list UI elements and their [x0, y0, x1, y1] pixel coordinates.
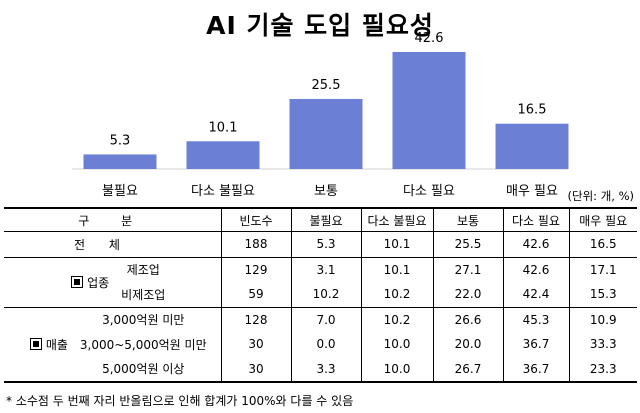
- bar-chart: 5.3 불필요 10.1 다소 불필요 25.5 보통 42.6 다소 필요 16.5 매우 필요: [72, 31, 569, 199]
- category-label-0: 불필요: [102, 184, 138, 199]
- table-cell: 10.0: [360, 356, 433, 383]
- table-row: 매출 3,000~5,000억원 미만 30 0.0 10.0 20.0 36.7…: [4, 332, 637, 357]
- group-label-industry: 업종: [59, 274, 121, 291]
- header-frequency: 빈도수: [220, 208, 291, 232]
- table-cell: 42.4: [502, 282, 569, 307]
- table-cell: 15.3: [568, 282, 637, 307]
- table-cell: 10.2: [360, 306, 433, 332]
- table-row: 제조업 129 3.1 10.1 27.1 42.6 17.1: [4, 256, 637, 282]
- table-cell: 36.7: [502, 332, 569, 357]
- table-row: 3,000억원 미만 128 7.0 10.2 26.6 45.3 10.9: [4, 306, 637, 332]
- category-label-1: 다소 불필요: [191, 184, 255, 199]
- header-neutral: 보통: [432, 208, 503, 232]
- table-cell: 30: [220, 332, 291, 357]
- table-row-total: 전 체 188 5.3 10.1 25.5 42.6 16.5: [4, 231, 637, 257]
- table-cell: 10.2: [360, 282, 433, 307]
- table-cell: 3.1: [290, 256, 361, 282]
- bar-4: [495, 123, 569, 169]
- table-cell: 5.3: [290, 231, 361, 257]
- row-label: 제조업: [4, 256, 221, 282]
- table-cell: 20.0: [432, 332, 503, 357]
- category-label-3: 다소 필요: [403, 184, 455, 199]
- data-label-1: 10.1: [209, 120, 238, 135]
- table-cell: 10.0: [360, 332, 433, 357]
- table-cell: 27.1: [432, 256, 503, 282]
- table-cell: 25.5: [432, 231, 503, 257]
- chart-title: AI 기술 도입 필요성: [206, 11, 434, 40]
- bar-2: [289, 98, 363, 169]
- header-unnecessary: 불필요: [290, 208, 361, 232]
- table-cell: 42.6: [502, 231, 569, 257]
- table-cell: 16.5: [568, 231, 637, 257]
- table-cell: 26.7: [432, 356, 503, 383]
- category-label-2: 보통: [314, 184, 338, 199]
- table-cell: 17.1: [568, 256, 637, 282]
- table-cell: 129: [220, 256, 291, 282]
- bar-0: [83, 154, 157, 169]
- row-label: 업종비제조업: [4, 275, 221, 307]
- table-cell: 10.9: [568, 306, 637, 332]
- row-label: 3,000억원 미만: [4, 306, 221, 332]
- data-label-0: 5.3: [110, 133, 131, 148]
- header-somewhat-necessary: 다소 필요: [502, 208, 569, 232]
- bar-1: [186, 141, 260, 169]
- table-cell: 3.3: [290, 356, 361, 383]
- square-bullet-icon: [71, 275, 84, 288]
- table-cell: 22.0: [432, 282, 503, 307]
- bar-3: [392, 52, 466, 169]
- table-cell: 7.0: [290, 306, 361, 332]
- table-cell: 10.1: [360, 256, 433, 282]
- unit-note: (단위: 개, %): [567, 189, 634, 203]
- table-cell: 59: [220, 282, 291, 307]
- table-row: 5,000억원 이상 30 3.3 10.0 26.7 36.7 23.3: [4, 356, 637, 383]
- table-cell: 128: [220, 306, 291, 332]
- square-bullet-icon: [29, 337, 42, 350]
- category-label-4: 매우 필요: [506, 184, 558, 199]
- table-cell: 23.3: [568, 356, 637, 383]
- row-label: 전 체: [74, 237, 130, 252]
- table-cell: 36.7: [502, 356, 569, 383]
- table-cell: 42.6: [502, 256, 569, 282]
- table-cell: 10.1: [360, 231, 433, 257]
- data-table: 구 분 빈도수 불필요 다소 불필요 보통 다소 필요 매우 필요 전 체 18…: [4, 207, 637, 383]
- data-label-2: 25.5: [312, 78, 341, 93]
- data-label-4: 16.5: [518, 103, 547, 118]
- footnote: * 소수점 두 번째 자리 반올림으로 인해 합계가 100%와 다를 수 있음: [6, 394, 354, 408]
- table-row: 업종비제조업 59 10.2 10.2 22.0 42.4 15.3: [4, 275, 637, 307]
- header-category: 구 분: [4, 208, 221, 232]
- table-cell: 188: [220, 231, 291, 257]
- table-cell: 33.3: [568, 332, 637, 357]
- table-cell: 0.0: [290, 332, 361, 357]
- header-somewhat-unnecessary: 다소 불필요: [360, 208, 433, 232]
- group-label-sales: 매출: [18, 336, 80, 353]
- header-very-necessary: 매우 필요: [568, 208, 637, 232]
- table-cell: 10.2: [290, 282, 361, 307]
- row-label: 매출 3,000~5,000억원 미만: [4, 332, 221, 357]
- row-label: 5,000억원 이상: [4, 356, 221, 383]
- data-label-3: 42.6: [415, 31, 444, 46]
- table-cell: 30: [220, 356, 291, 383]
- table-cell: 26.6: [432, 306, 503, 332]
- table-cell: 45.3: [502, 306, 569, 332]
- table-header-row: 구 분 빈도수 불필요 다소 불필요 보통 다소 필요 매우 필요: [4, 208, 637, 232]
